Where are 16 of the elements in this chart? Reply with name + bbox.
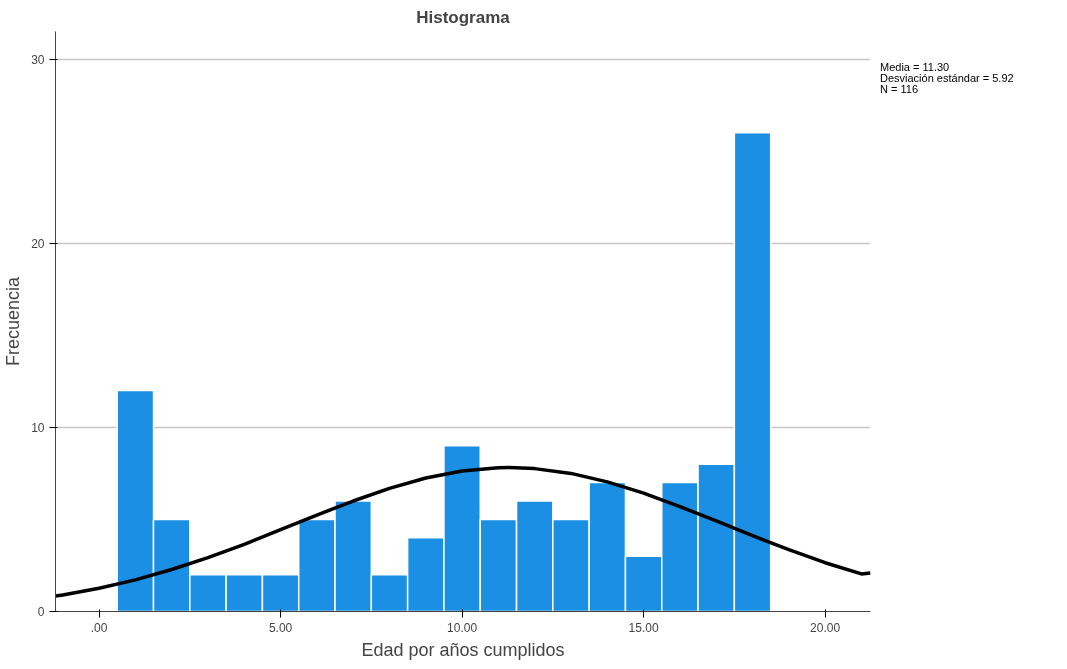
x-axis-title: Edad por años cumplidos	[361, 639, 565, 660]
y-axis-title: Frecuencia	[3, 275, 24, 367]
line-series	[55, 465, 871, 598]
chart-title: Histograma	[416, 7, 511, 27]
y-tick-label: 10	[31, 420, 45, 435]
y-tick-label: 20	[31, 236, 45, 251]
x-tick-label: 5.00	[268, 620, 293, 635]
text: N = 116	[880, 83, 919, 95]
x-tick-label: 15.00	[628, 620, 659, 635]
text: Media = 11.30	[880, 61, 950, 73]
x-tick-label: 10.00	[447, 620, 478, 635]
text: Desviación estándar = 5.92	[880, 72, 1014, 84]
x-tick-label: 20.00	[810, 620, 841, 635]
y-tick-label: 30	[31, 52, 45, 67]
x-tick-label: .00	[90, 620, 108, 635]
y-tick-label: 0	[37, 605, 45, 619]
